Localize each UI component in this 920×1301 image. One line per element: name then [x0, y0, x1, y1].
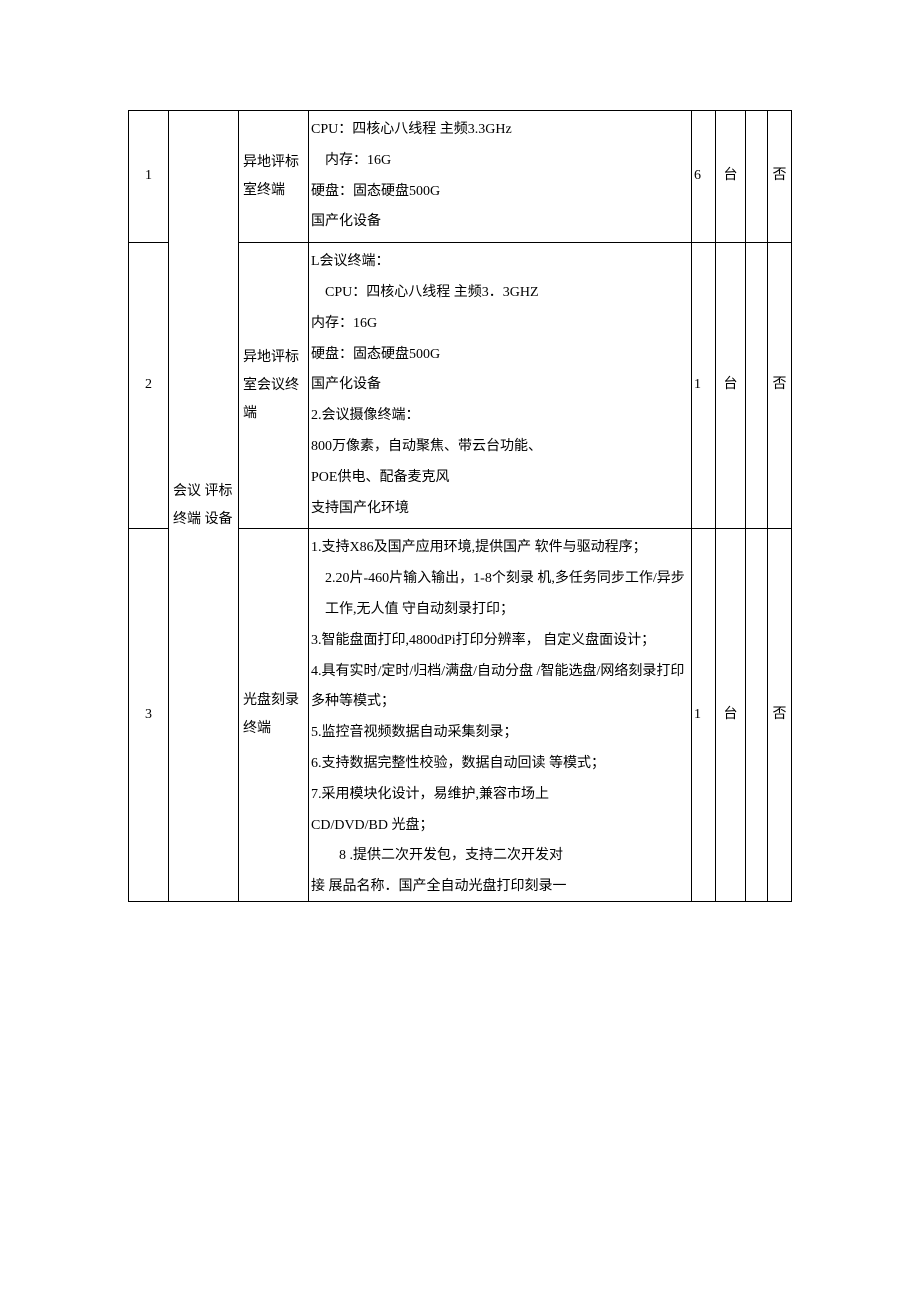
blank-cell — [746, 243, 768, 529]
spec-line: 国产化设备 — [311, 370, 689, 401]
quantity: 1 — [692, 529, 716, 902]
item-name: 异地评标室终端 — [239, 111, 309, 243]
quantity: 6 — [692, 111, 716, 243]
spec-line: 3.智能盘面打印,4800dPi打印分辨率， 自定义盘面设计； — [311, 626, 689, 657]
row-index: 2 — [129, 243, 169, 529]
spec-line: 内存：16G — [311, 146, 689, 177]
row-index: 3 — [129, 529, 169, 902]
spec-line: 接 展品名称．国产全自动光盘打印刻录一 — [311, 872, 689, 897]
spec-line: 硬盘：固态硬盘500G — [311, 340, 689, 371]
spec-line: 7.采用模块化设计，易维护,兼容市场上 — [311, 780, 689, 811]
spec-cell: L会议终端： CPU：四核心八线程 主频3．3GHZ 内存：16G 硬盘：固态硬… — [309, 243, 692, 529]
spec-line: 6.支持数据完整性校验，数据自动回读 等模式； — [311, 749, 689, 780]
quantity: 1 — [692, 243, 716, 529]
spec-line: 8 .提供二次开发包，支持二次开发对 — [311, 841, 689, 872]
spec-line: CPU：四核心八线程 主频3.3GHz — [311, 115, 689, 146]
item-name: 异地评标室会议终端 — [239, 243, 309, 529]
spec-line: 支持国产化环境 — [311, 494, 689, 525]
unit: 台 — [716, 243, 746, 529]
flag-cell: 否 — [768, 529, 792, 902]
flag-cell: 否 — [768, 111, 792, 243]
category-cell: 会议 评标 终端 设备 — [169, 111, 239, 902]
spec-cell: CPU：四核心八线程 主频3.3GHz 内存：16G 硬盘：固态硬盘500G 国… — [309, 111, 692, 243]
spec-line: 5.监控音视频数据自动采集刻录； — [311, 718, 689, 749]
spec-line: L会议终端： — [311, 247, 689, 278]
spec-line: 2.20片-460片输入输出，1-8个刻录 机,多任务同步工作/异步工作,无人值… — [311, 564, 689, 626]
table-row: 1 会议 评标 终端 设备 异地评标室终端 CPU：四核心八线程 主频3.3GH… — [129, 111, 792, 243]
spec-line: 1.支持X86及国产应用环境,提供国产 软件与驱动程序； — [311, 533, 689, 564]
unit: 台 — [716, 111, 746, 243]
unit: 台 — [716, 529, 746, 902]
spec-line: CD/DVD/BD 光盘； — [311, 811, 689, 842]
spec-line: 硬盘：固态硬盘500G — [311, 177, 689, 208]
spec-line: POE供电、配备麦克风 — [311, 463, 689, 494]
spec-line: 800万像素，自动聚焦、带云台功能、 — [311, 432, 689, 463]
spec-cell: 1.支持X86及国产应用环境,提供国产 软件与驱动程序； 2.20片-460片输… — [309, 529, 692, 902]
flag-cell: 否 — [768, 243, 792, 529]
item-name: 光盘刻录终端 — [239, 529, 309, 902]
blank-cell — [746, 529, 768, 902]
spec-line: 内存：16G — [311, 309, 689, 340]
spec-line: 4.具有实时/定时/归档/满盘/自动分盘 /智能选盘/网络刻录打印多种等模式； — [311, 657, 689, 719]
spec-table: 1 会议 评标 终端 设备 异地评标室终端 CPU：四核心八线程 主频3.3GH… — [128, 110, 792, 902]
spec-line: 2.会议摄像终端： — [311, 401, 689, 432]
blank-cell — [746, 111, 768, 243]
spec-line: CPU：四核心八线程 主频3．3GHZ — [311, 278, 689, 309]
spec-line: 国产化设备 — [311, 207, 689, 238]
row-index: 1 — [129, 111, 169, 243]
